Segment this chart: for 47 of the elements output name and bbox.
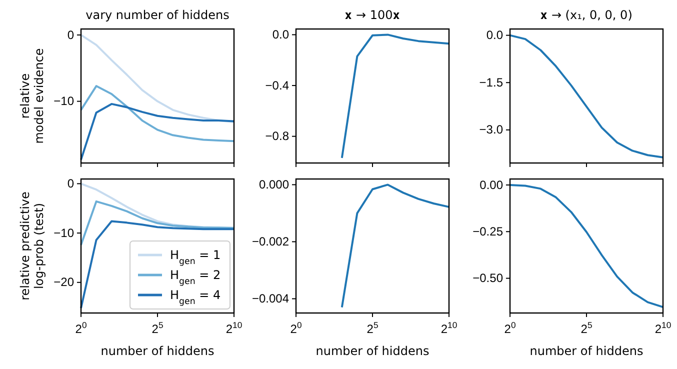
y-tick-label: 0 — [67, 176, 74, 191]
x-tick-label: 2$^{10}$ — [654, 320, 672, 336]
y-tick-label: 0.0 — [272, 28, 290, 42]
x-tick-label: 2$^{0}$ — [290, 320, 302, 336]
y-tick-label: −3.0 — [479, 122, 504, 137]
y-tick-label: 0.000 — [258, 178, 290, 192]
y-tick-label: 0 — [67, 28, 74, 42]
x-tick-label: 2$^{5}$ — [152, 320, 164, 336]
line-series — [80, 220, 235, 310]
line-series — [80, 182, 235, 229]
y-tick-label: −0.4 — [265, 78, 290, 92]
line-series — [509, 34, 664, 158]
x-tick-label: 2$^{5}$ — [366, 320, 378, 336]
line-series — [509, 184, 664, 308]
x-axis-title: number of hiddens — [316, 344, 430, 358]
chart-title: 𝐱 → (x₁, 0, 0, 0) — [540, 8, 632, 22]
legend-label: H$_{gen}$ = 1 — [170, 248, 221, 267]
chart-title: 𝐱 → 100𝐱 — [345, 8, 400, 22]
x-tick-label: 2$^{0}$ — [504, 320, 516, 336]
y-tick-label: −0.25 — [472, 224, 504, 238]
y-tick-label: −1.5 — [479, 75, 504, 90]
y-tick-label: −0.50 — [472, 271, 504, 286]
legend-label: H$_{gen}$ = 4 — [170, 288, 221, 307]
chart-title: vary number of hiddens — [86, 8, 230, 22]
x-tick-label: 2$^{5}$ — [580, 320, 592, 336]
legend-label: H$_{gen}$ = 2 — [170, 268, 221, 287]
line-series — [340, 34, 450, 159]
x-tick-label: 2$^{10}$ — [226, 320, 242, 336]
y-tick-label: 0.0 — [486, 28, 504, 42]
line-series — [80, 102, 235, 161]
y-tick-label: −10 — [54, 94, 74, 108]
line-series — [80, 34, 235, 123]
line-series — [80, 200, 235, 246]
y-tick-label: 0.00 — [480, 178, 504, 192]
y-axis-title: relative predictive log-prob (test) — [18, 192, 46, 300]
x-tick-label: 2$^{0}$ — [75, 320, 87, 336]
line-series — [340, 184, 450, 308]
y-tick-label: −0.002 — [252, 234, 290, 249]
y-tick-label: −10 — [54, 226, 74, 240]
line-series — [80, 85, 235, 142]
y-axis-title: relative model evidence — [18, 48, 46, 144]
y-tick-label: −20 — [54, 275, 74, 290]
x-axis-title: number of hiddens — [530, 344, 644, 358]
y-tick-label: −0.8 — [265, 129, 290, 144]
x-tick-label: 2$^{10}$ — [440, 320, 458, 336]
y-tick-label: −0.004 — [252, 292, 290, 306]
x-axis-title: number of hiddens — [100, 344, 214, 358]
